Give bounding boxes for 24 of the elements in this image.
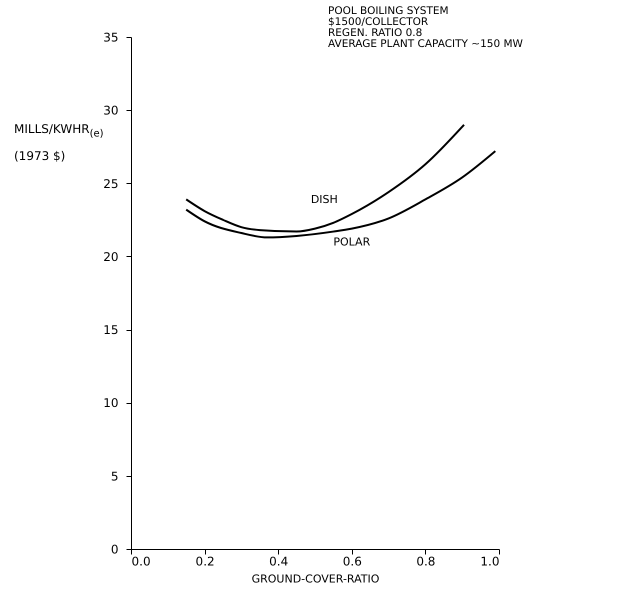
y-tick-label: 0 [110,542,118,556]
line-series [185,124,466,233]
x-tick-label: 0.8 [416,554,436,568]
annotation: AVERAGE PLANT CAPACITY ~150 MW [328,38,523,50]
x-tick-label: 1.0 [480,554,500,568]
chart-title: POOL BOILING SYSTEM [328,5,450,17]
series-label: POLAR [333,236,371,249]
annotation: REGEN. RATIO 0.8 [328,27,424,39]
text: MILLS/KWHR$_{(e)}$ (1973 $) [14,122,104,164]
y-tick-label: 30 [103,104,118,118]
line-series [185,150,496,238]
y-tick-label: 35 [103,30,118,44]
x-tick-label: 0.2 [196,554,215,568]
y-tick-label: 25 [103,176,118,191]
y-tick-label: 10 [103,396,118,410]
chart-subtitle: $1500/COLLECTOR [328,16,430,28]
y-tick-label: 20 [103,250,118,264]
x-axis-title: GROUND-COVER-RATIO [252,572,380,586]
series-label: DISH [310,193,338,206]
x-tick-label: 0.4 [269,554,288,568]
x-tick-label: 0.6 [342,554,362,568]
y-tick-label: 5 [110,469,118,484]
y-tick-label: 15 [103,323,118,338]
x-tick-label: 0.0 [132,554,151,568]
